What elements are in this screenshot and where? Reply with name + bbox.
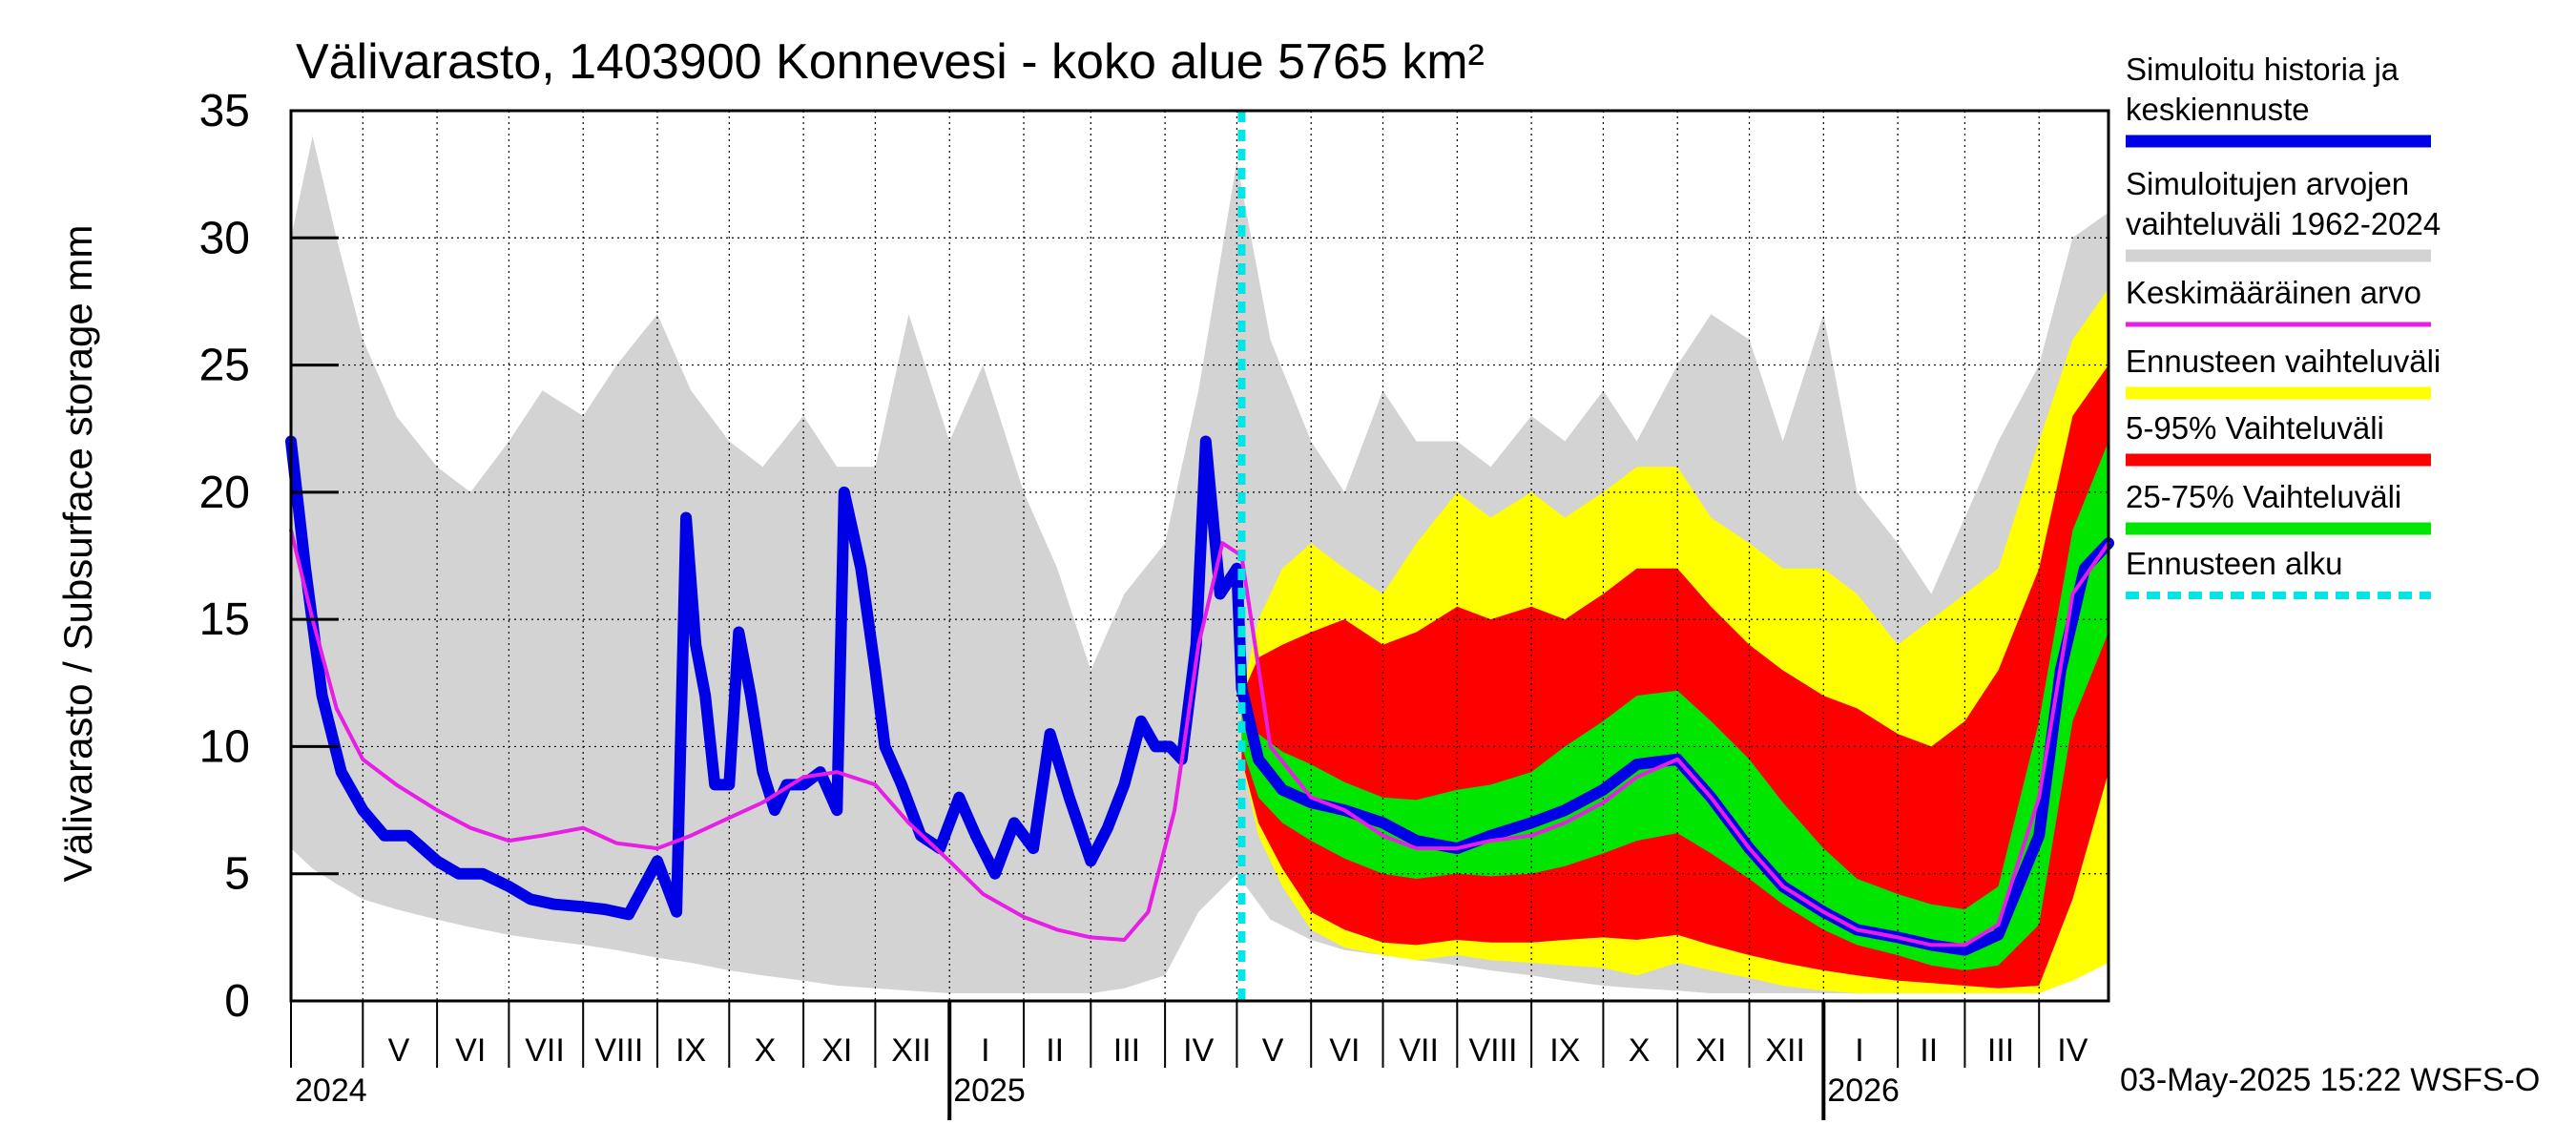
x-year-label: 2026 xyxy=(1827,1072,1900,1109)
series-lines xyxy=(285,435,2114,956)
y-tick-label: 35 xyxy=(199,86,250,136)
x-month-label: IX xyxy=(1549,1032,1580,1069)
x-month-label: VI xyxy=(455,1032,486,1069)
x-month-label: IV xyxy=(1183,1032,1214,1069)
line-keskim-r-inen-arvo xyxy=(289,528,2110,947)
legend-label: Keskimääräinen arvo xyxy=(2126,275,2421,310)
x-month-label: X xyxy=(755,1032,777,1069)
x-year-label: 2025 xyxy=(953,1072,1026,1109)
x-month-label: VIII xyxy=(1468,1032,1517,1069)
legend-label: Simuloitu historia ja xyxy=(2126,52,2399,87)
x-month-label: V xyxy=(1262,1032,1284,1069)
x-month-label: VII xyxy=(525,1032,565,1069)
x-month-label: I xyxy=(1855,1032,1863,1069)
legend-label: vaihteluväli 1962-2024 xyxy=(2126,206,2441,241)
legend-label: 25-75% Vaihteluväli xyxy=(2126,479,2401,514)
x-axis: V VI VII VIII IX X XI XII I II III IV V VI VII VIII IX X X… xyxy=(290,1001,2088,1120)
legend: Simuloitu historia ja keskiennuste Simuloi… xyxy=(2126,52,2441,599)
legend-label: Ennusteen vaihteluväli xyxy=(2126,344,2441,379)
y-tick-label: 15 xyxy=(199,594,250,645)
chart-title: Välivarasto, 1403900 Konnevesi - koko al… xyxy=(296,34,1485,90)
x-month-label: VI xyxy=(1329,1032,1360,1069)
x-month-label: II xyxy=(1046,1032,1064,1069)
x-month-label: XII xyxy=(891,1032,931,1069)
y-tick-label: 25 xyxy=(199,341,250,391)
x-month-label: V xyxy=(388,1032,410,1069)
legend-label: 5-95% Vaihteluväli xyxy=(2126,410,2384,446)
x-month-label: III xyxy=(1113,1032,1140,1069)
y-tick-label: 30 xyxy=(199,213,250,263)
legend-label: Ennusteen alku xyxy=(2126,546,2343,581)
legend-label: Simuloitujen arvojen xyxy=(2126,166,2409,201)
legend-label: keskiennuste xyxy=(2126,92,2310,127)
x-month-label: VII xyxy=(1399,1032,1439,1069)
x-month-label: X xyxy=(1629,1032,1651,1069)
x-month-label: VIII xyxy=(594,1032,643,1069)
x-year-label: 2024 xyxy=(295,1072,367,1109)
y-tick-label: 20 xyxy=(199,468,250,518)
y-tick-label: 5 xyxy=(224,849,250,900)
x-month-label: IX xyxy=(675,1032,706,1069)
x-month-label: IV xyxy=(2057,1032,2088,1069)
x-month-label: XII xyxy=(1765,1032,1805,1069)
footer-timestamp: 03-May-2025 15:22 WSFS-O xyxy=(2120,1062,2540,1098)
line-simuloitu-historia-ja-keskiennuste xyxy=(285,435,2114,956)
y-axis-ticks: 35 30 25 20 15 10 5 0 xyxy=(199,86,339,1027)
y-tick-label: 0 xyxy=(224,976,250,1027)
x-month-label: II xyxy=(1920,1032,1938,1069)
plot-frame xyxy=(289,109,2110,1003)
x-month-label: XI xyxy=(821,1032,852,1069)
x-month-label: XI xyxy=(1695,1032,1726,1069)
x-month-label: I xyxy=(981,1032,989,1069)
band-25-75-vaihteluv-li xyxy=(1241,441,2109,970)
y-tick-label: 10 xyxy=(199,721,250,772)
y-axis-label: Välivarasto / Subsurface storage mm xyxy=(55,225,100,883)
x-month-label: III xyxy=(1987,1032,2014,1069)
